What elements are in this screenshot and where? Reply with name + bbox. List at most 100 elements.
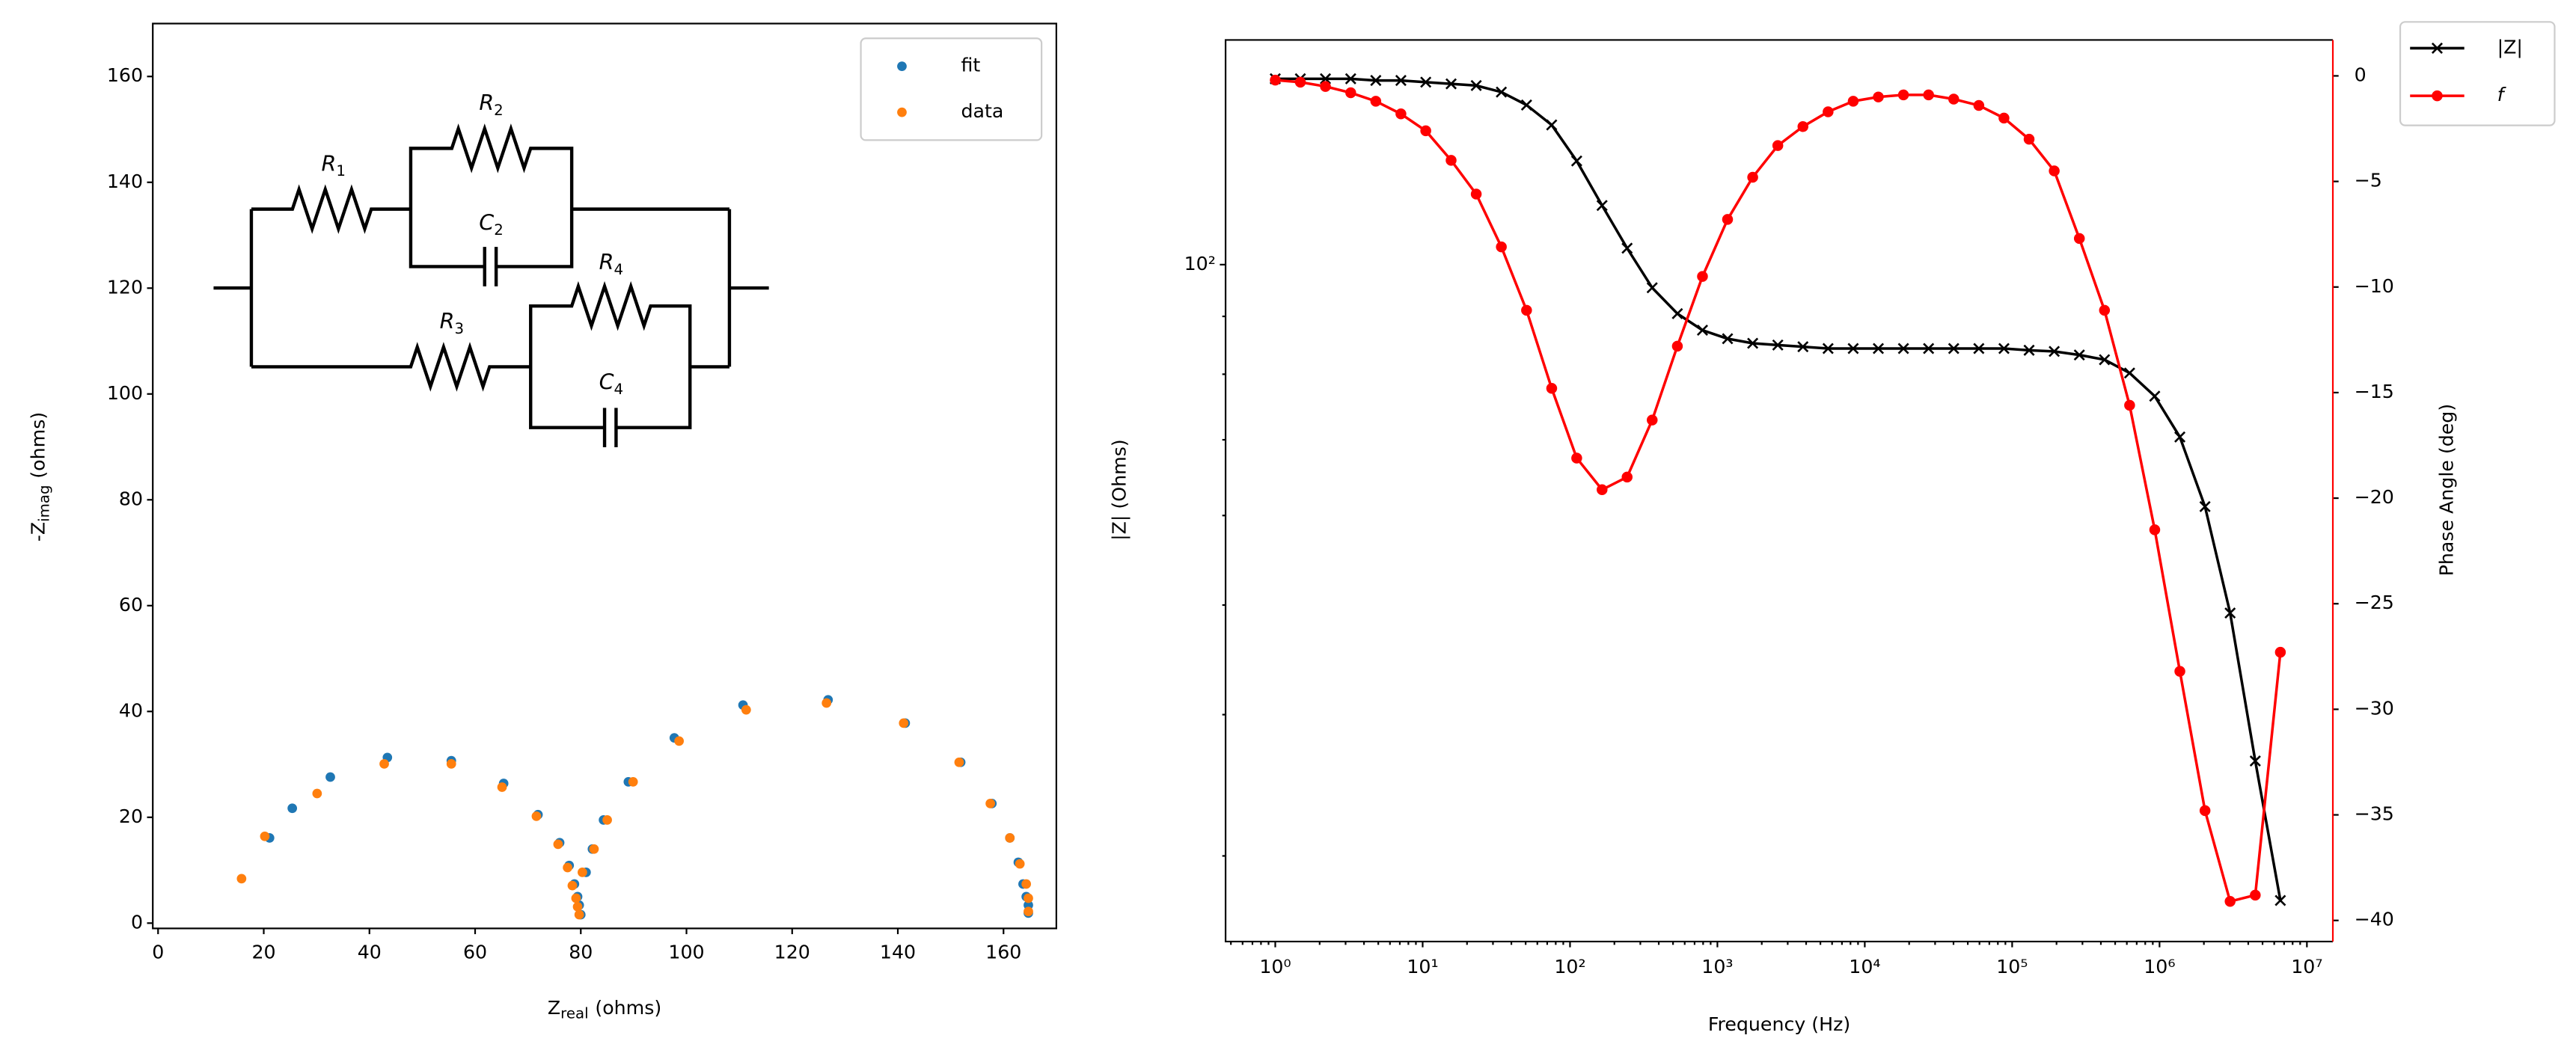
point-marker [1847, 96, 1859, 107]
scatter-point [1021, 879, 1032, 889]
x-axis-label: Frequency (Hz) [1708, 1013, 1850, 1035]
scatter-point [822, 698, 832, 708]
point-marker [1621, 471, 1633, 483]
legend-label: fit [961, 55, 981, 76]
point-marker [2023, 344, 2035, 356]
label-sub: 1 [336, 162, 346, 179]
point-marker [1722, 333, 1734, 345]
legend: fit data [860, 37, 1043, 141]
label-letter: R [440, 309, 455, 334]
scatter-point [674, 736, 684, 746]
point-marker [2224, 896, 2236, 907]
plot-frame [152, 22, 1057, 930]
point-marker [2174, 431, 2186, 443]
x-tick-label: 120 [774, 941, 810, 963]
scatter-point [628, 777, 638, 787]
label-letter: R [479, 90, 494, 115]
point-marker [1621, 242, 1633, 254]
label-letter: R [322, 151, 337, 176]
point-marker [2199, 805, 2211, 817]
scatter-point [236, 874, 247, 884]
x-tick-label: 0 [152, 941, 164, 963]
label-sub: 3 [454, 319, 464, 337]
point-marker [1445, 155, 1457, 166]
circuit-label: R2 [479, 90, 503, 118]
point-marker [1747, 171, 1758, 183]
point-marker [1722, 214, 1734, 225]
x-tick-label: 80 [569, 941, 593, 963]
scatter-point [325, 772, 335, 782]
point-marker [1973, 343, 1985, 354]
x-tick-label: 60 [463, 941, 487, 963]
point-marker [1294, 76, 1306, 88]
x-tick-label: 40 [358, 941, 382, 963]
x-tick-label: 10¹ [1407, 956, 1438, 977]
circuit: R1 R2 C2 R3 R4 C4 [213, 90, 769, 448]
point-marker [1496, 241, 1507, 253]
scatter-point [531, 811, 542, 821]
point-marker [1897, 89, 1909, 101]
x-tick-label: 10⁰ [1259, 956, 1291, 977]
legend: |Z|f [2399, 21, 2556, 126]
scatter-point [553, 839, 563, 850]
circuit-label: C2 [479, 210, 504, 238]
point-marker [1370, 75, 1382, 87]
point-marker [1671, 340, 1683, 352]
label-letter: C [479, 210, 494, 235]
point-marker [1570, 155, 1582, 167]
x-tick-label: 10⁶ [2144, 956, 2175, 977]
label-part: -Z [28, 522, 49, 541]
scatter-point [602, 814, 612, 825]
point-marker [1772, 339, 1784, 351]
point-marker [1797, 341, 1809, 353]
point-marker [2049, 165, 2060, 177]
scatter-point [589, 844, 599, 854]
label-sub: real [560, 1004, 588, 1022]
scatter-point [1024, 893, 1033, 903]
point-marker [1797, 120, 1809, 132]
y2-tick-label: −35 [2355, 803, 2394, 825]
scatter-point [1015, 859, 1025, 869]
circuit-wire [213, 209, 769, 367]
label-letter: R [599, 250, 614, 274]
point-marker [2073, 233, 2085, 245]
point-marker [1772, 140, 1784, 151]
y2-tick-label: −40 [2355, 909, 2394, 930]
x-tick-label: 10⁵ [1996, 956, 2028, 977]
scatter-point [578, 868, 587, 877]
y-tick-label: 160 [107, 64, 143, 86]
capacitor-c2 [483, 247, 498, 286]
circuit-label: C4 [599, 369, 624, 397]
label-part: (ohms) [595, 997, 661, 1019]
point-marker [1897, 343, 1909, 354]
y-tick-label: 60 [119, 594, 143, 616]
point-marker [1395, 75, 1407, 87]
capacitor-c4 [602, 408, 618, 448]
x-tick-label: 10³ [1701, 956, 1733, 977]
point-marker [2174, 666, 2185, 677]
point-marker [1596, 200, 1608, 212]
point-marker [1646, 282, 1658, 294]
y2-tick-label: −15 [2355, 381, 2394, 402]
point-marker [2224, 607, 2236, 619]
y2-axis-label: Phase Angle (deg) [2436, 404, 2458, 577]
point-marker [1998, 343, 2010, 354]
y-tick-label: 100 [107, 382, 143, 404]
point-marker [1696, 325, 1708, 337]
point-marker [2274, 894, 2286, 906]
point-marker [2123, 367, 2135, 379]
point-marker [2124, 399, 2135, 411]
y-tick-label: 80 [119, 488, 143, 509]
point-marker [1923, 343, 1935, 354]
point-marker [1571, 452, 1582, 464]
label-sub: 4 [614, 381, 624, 398]
scatter-point [574, 909, 584, 920]
y2-tick-label: 0 [2355, 64, 2367, 85]
point-marker [1420, 76, 1432, 88]
point-marker [1873, 91, 1884, 102]
point-marker [1496, 86, 1508, 98]
scatter-point [954, 757, 964, 767]
y-tick-label: 140 [107, 171, 143, 192]
y-tick-label: 120 [107, 276, 143, 298]
